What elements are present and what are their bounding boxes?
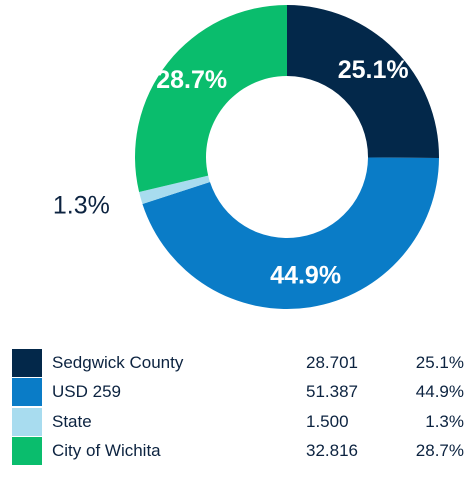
donut-chart: 25.1% 44.9% 1.3% 28.7% — [53, 5, 439, 310]
legend-name: City of Wichita — [52, 441, 161, 461]
legend-value: 51.387 — [306, 382, 358, 402]
legend-percent: 44.9% — [415, 382, 464, 402]
legend-name: State — [52, 411, 92, 431]
legend-percent: 28.7% — [415, 441, 464, 461]
legend-value: 1.500 — [306, 411, 349, 431]
legend-swatch — [12, 407, 42, 436]
slice-percent-label: 28.7% — [156, 66, 227, 94]
donut-slice-3 — [134, 5, 287, 193]
legend-row: Sedgwick County 28.701 25.1% — [12, 348, 464, 378]
slice-percent-label: 44.9% — [270, 262, 341, 290]
legend-name: Sedgwick County — [52, 352, 184, 372]
legend-swatch — [12, 437, 42, 466]
donut-slice-0 — [287, 5, 439, 158]
legend-percent: 1.3% — [425, 411, 464, 431]
legend-swatch — [12, 348, 42, 377]
donut-slice-1 — [142, 157, 439, 310]
legend-row: USD 259 51.387 44.9% — [12, 378, 464, 408]
slice-percent-label: 25.1% — [338, 56, 409, 84]
legend-table: Sedgwick County 28.701 25.1% USD 259 51.… — [12, 348, 464, 466]
donut-slice-2 — [139, 175, 210, 204]
legend-value: 32.816 — [306, 441, 358, 461]
legend-name: USD 259 — [52, 382, 121, 402]
slice-percent-label: 1.3% — [53, 191, 110, 219]
legend-row: City of Wichita 32.816 28.7% — [12, 437, 464, 467]
legend-value: 28.701 — [306, 352, 358, 372]
legend-row: State 1.500 1.3% — [12, 407, 464, 437]
legend-percent: 25.1% — [415, 352, 464, 372]
legend-swatch — [12, 378, 42, 407]
